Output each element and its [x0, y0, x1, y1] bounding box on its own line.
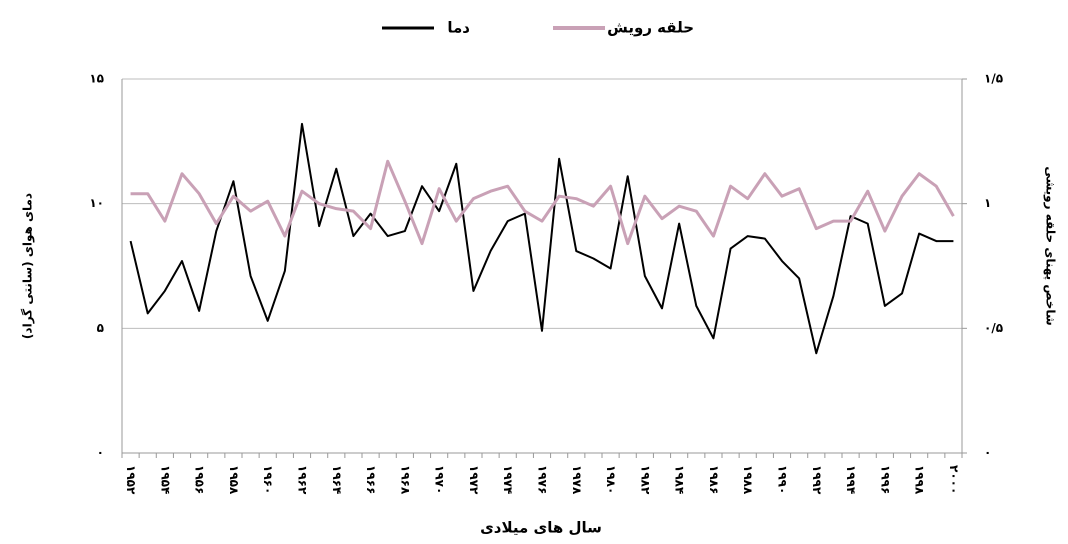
x-tick-label: ۱۹۹۰ [776, 465, 790, 494]
x-tick-label: ۱۹۵۶ [193, 465, 207, 494]
y-tick-label: ۰ [97, 446, 104, 460]
y-axis-title: دمای هوای (سانتی گراد) [21, 193, 36, 339]
x-tick-label: ۱۹۶۸ [398, 465, 412, 495]
x-tick-label: ۱۹۸۸ [741, 465, 755, 495]
x-tick-label: ۱۹۷۸ [570, 465, 584, 495]
x-tick-label: ۱۹۶۴ [330, 465, 344, 494]
y2-tick-label: ۱ [984, 196, 991, 210]
x-tick-label: ۱۹۷۰ [433, 465, 447, 494]
x-tick-label: ۱۹۸۶ [707, 465, 721, 494]
y2-tick-label: ۰ [984, 446, 991, 460]
x-tick-label: ۱۹۵۲ [124, 465, 138, 495]
x-tick-label: ۱۹۵۸ [227, 465, 241, 495]
x-tick-label: ۲۰۰۰ [947, 465, 961, 494]
legend-label: دما [447, 19, 470, 37]
x-axis-title: سال های میلادی [480, 519, 602, 537]
x-tick-label: ۱۹۸۴ [673, 465, 687, 494]
x-tick-label: ۱۹۹۴ [844, 465, 858, 494]
x-tick-label: ۱۹۹۶ [878, 465, 892, 494]
x-tick-label: ۱۹۵۴ [158, 465, 172, 494]
x-tick-label: ۱۹۶۲ [296, 465, 310, 495]
y2-tick-label: ۱/۵ [984, 72, 1003, 86]
x-tick-label: ۱۹۸۲ [638, 465, 652, 495]
y2-axis-title: شاخص پهنای حلقه رویشی [1043, 166, 1058, 325]
x-tick-label: ۱۹۶۶ [364, 465, 378, 494]
data-line [130, 159, 955, 246]
x-tick-label: ۱۹۶۰ [261, 465, 275, 494]
x-tick-label: ۱۹۷۲ [467, 465, 481, 495]
legend-label: حلقه رویش [607, 19, 694, 37]
x-tick-label: ۱۹۹۸ [913, 465, 927, 495]
x-tick-label: ۱۹۷۶ [536, 465, 550, 494]
x-tick-label: ۱۹۷۴ [501, 465, 515, 494]
y2-tick-label: ۰/۵ [984, 321, 1003, 335]
data-line [129, 122, 954, 355]
y-tick-label: ۱۵ [89, 72, 104, 86]
x-tick-label: ۱۹۹۲ [810, 465, 824, 495]
x-tick-label: ۱۹۸۰ [604, 465, 618, 494]
y-tick-label: ۱۰ [89, 196, 104, 210]
y-tick-label: ۵ [97, 321, 104, 335]
